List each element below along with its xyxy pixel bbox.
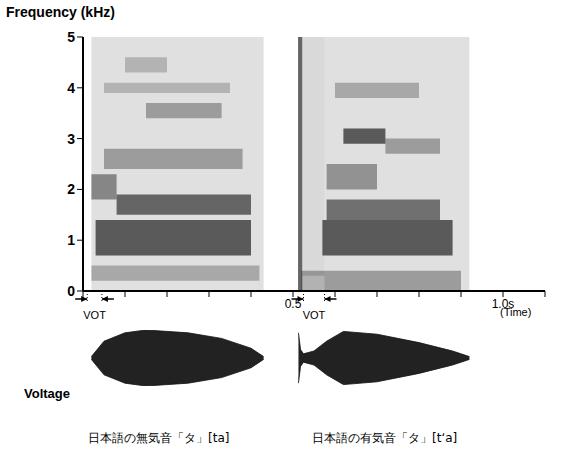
svg-text:2: 2 — [67, 181, 75, 197]
svg-text:1: 1 — [67, 232, 75, 248]
svg-text:3: 3 — [67, 131, 75, 147]
svg-text:0.5: 0.5 — [285, 297, 302, 311]
svg-text:VOT: VOT — [303, 309, 326, 321]
svg-text:4: 4 — [67, 80, 75, 96]
svg-text:5: 5 — [67, 29, 75, 45]
svg-text:VOT: VOT — [83, 309, 106, 321]
html-text:日本語の有気音「タ」[t‘a]: 日本語の有気音「タ」[t‘a] — [312, 431, 458, 445]
svg-text:0: 0 — [67, 283, 75, 299]
html-text:Voltage: Voltage — [24, 386, 70, 401]
html-text:日本語の無気音「タ」[ta]: 日本語の無気音「タ」[ta] — [88, 431, 230, 445]
svg-text:1.0s: 1.0s — [491, 296, 515, 311]
html-text:Frequency (kHz): Frequency (kHz) — [6, 4, 115, 20]
html-text:(Time): (Time) — [500, 306, 532, 318]
